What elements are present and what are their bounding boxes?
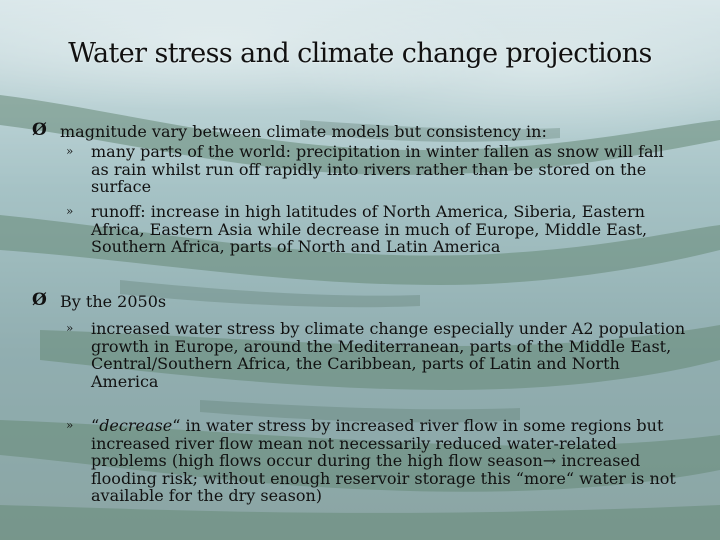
arrow-bullet-icon: Ø [32,290,47,310]
double-chevron-icon: » [66,418,74,432]
sub-bullet-precipitation: » many parts of the world: precipitation… [66,143,686,196]
double-chevron-icon: » [66,321,74,335]
sub-bullet-text: increased water stress by climate change… [91,319,686,391]
right-arrow-icon: → [542,451,557,470]
sub-bullet-text: “decrease“ in water stress by increased … [91,417,686,505]
bullet-text: magnitude vary between climate models bu… [60,122,547,141]
double-chevron-icon: » [66,144,74,158]
arrow-bullet-icon: Ø [32,120,47,140]
sub-bullet-text: many parts of the world: precipitation i… [91,142,664,196]
open-quote: “ [91,416,100,435]
sub-bullet-text: runoff: increase in high latitudes of No… [91,202,648,256]
emphasis-decrease: decrease [99,416,173,435]
bullet-text: By the 2050s [60,292,167,311]
sub-bullet-runoff: » runoff: increase in high latitudes of … [66,203,686,256]
text-after: “ in water stress by increased river flo… [91,416,664,470]
bullet-magnitude: Ø magnitude vary between climate models … [32,120,692,142]
double-chevron-icon: » [66,204,74,218]
bullet-2050s: Ø By the 2050s [32,290,692,312]
sub-bullet-water-stress: » increased water stress by climate chan… [66,320,686,390]
slide-title: Water stress and climate change projecti… [68,38,652,69]
sub-bullet-decrease: » “decrease“ in water stress by increase… [66,417,686,505]
text-end: increased flooding risk; without enough … [91,451,676,505]
